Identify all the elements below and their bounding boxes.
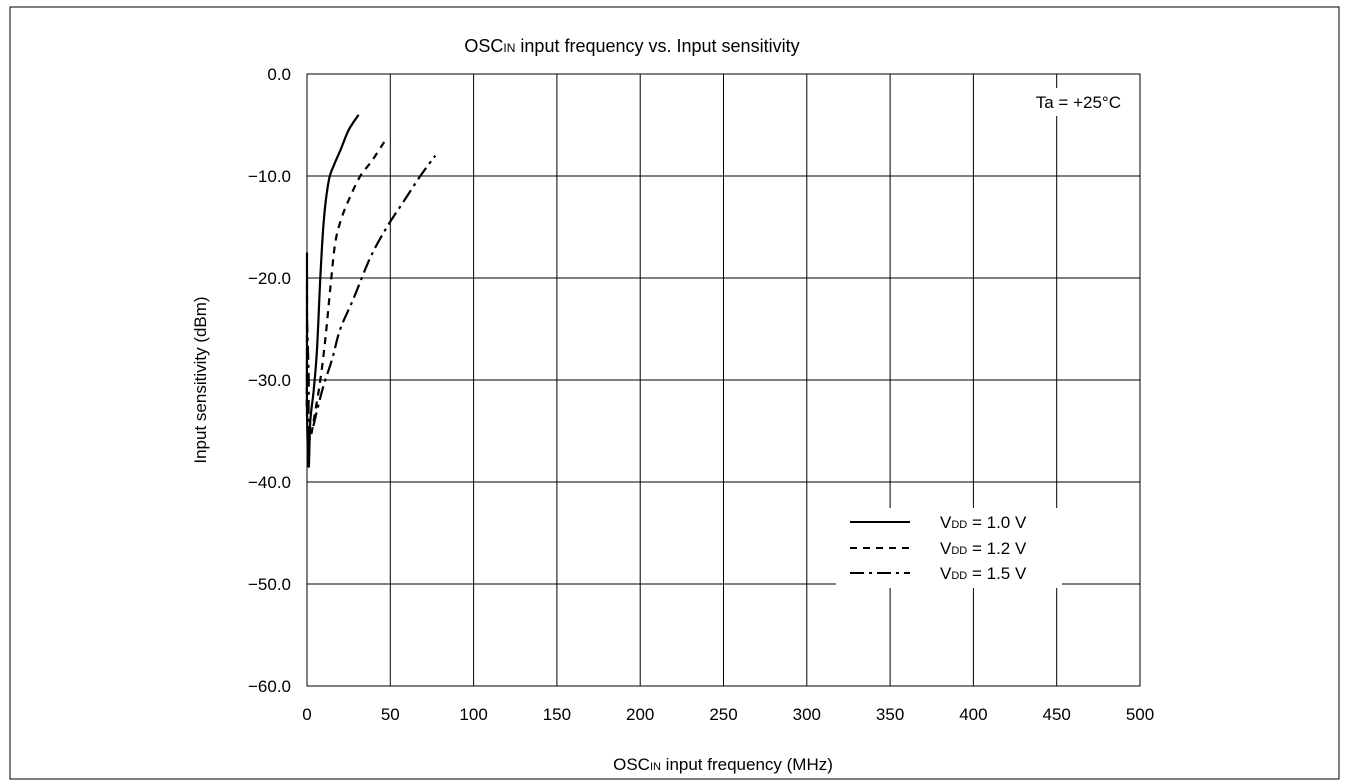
y-axis-tick-labels: 0.0 −10.0 −20.0 −30.0 −40.0 −50.0 −60.0 xyxy=(248,65,291,696)
x-tick-label: 450 xyxy=(1043,705,1071,724)
plot-border xyxy=(306,73,1141,687)
x-tick-label: 100 xyxy=(459,705,487,724)
y-axis-label: Input sensitivity (dBm) xyxy=(191,296,210,463)
y-tick-label: −30.0 xyxy=(248,371,291,390)
x-axis-label: OSCIN input frequency (MHz) xyxy=(613,755,833,774)
x-tick-label: 200 xyxy=(626,705,654,724)
x-tick-label: 400 xyxy=(959,705,987,724)
y-tick-label: −20.0 xyxy=(248,269,291,288)
figure-border xyxy=(9,6,1340,780)
plot-area xyxy=(305,73,1141,687)
x-tick-label: 500 xyxy=(1126,705,1154,724)
y-tick-label: −60.0 xyxy=(248,677,291,696)
x-tick-label: 150 xyxy=(543,705,571,724)
x-tick-label: 250 xyxy=(709,705,737,724)
x-tick-label: 50 xyxy=(381,705,400,724)
y-tick-label: −10.0 xyxy=(248,167,291,186)
x-tick-label: 350 xyxy=(876,705,904,724)
y-tick-label: −40.0 xyxy=(248,473,291,492)
temperature-annotation: Ta = +25°C xyxy=(1036,93,1121,112)
legend: VDD = 1.0 V VDD = 1.2 V VDD = 1.5 V xyxy=(836,508,1062,588)
chart-title: OSCIN input frequency vs. Input sensitiv… xyxy=(464,36,799,56)
x-tick-label: 0 xyxy=(302,705,311,724)
annotation-background xyxy=(1005,88,1129,116)
legend-label-vdd-1-5: VDD = 1.5 V xyxy=(940,564,1027,583)
legend-label-vdd-1-2: VDD = 1.2 V xyxy=(940,539,1027,558)
y-tick-label: 0.0 xyxy=(267,65,291,84)
x-axis-tick-labels: 0 50 100 150 200 250 300 350 400 450 500 xyxy=(302,705,1154,724)
legend-label-vdd-1-0: VDD = 1.0 V xyxy=(940,513,1027,532)
x-tick-label: 300 xyxy=(793,705,821,724)
y-tick-label: −50.0 xyxy=(248,575,291,594)
series-line-vdd-1-5 xyxy=(305,154,437,441)
